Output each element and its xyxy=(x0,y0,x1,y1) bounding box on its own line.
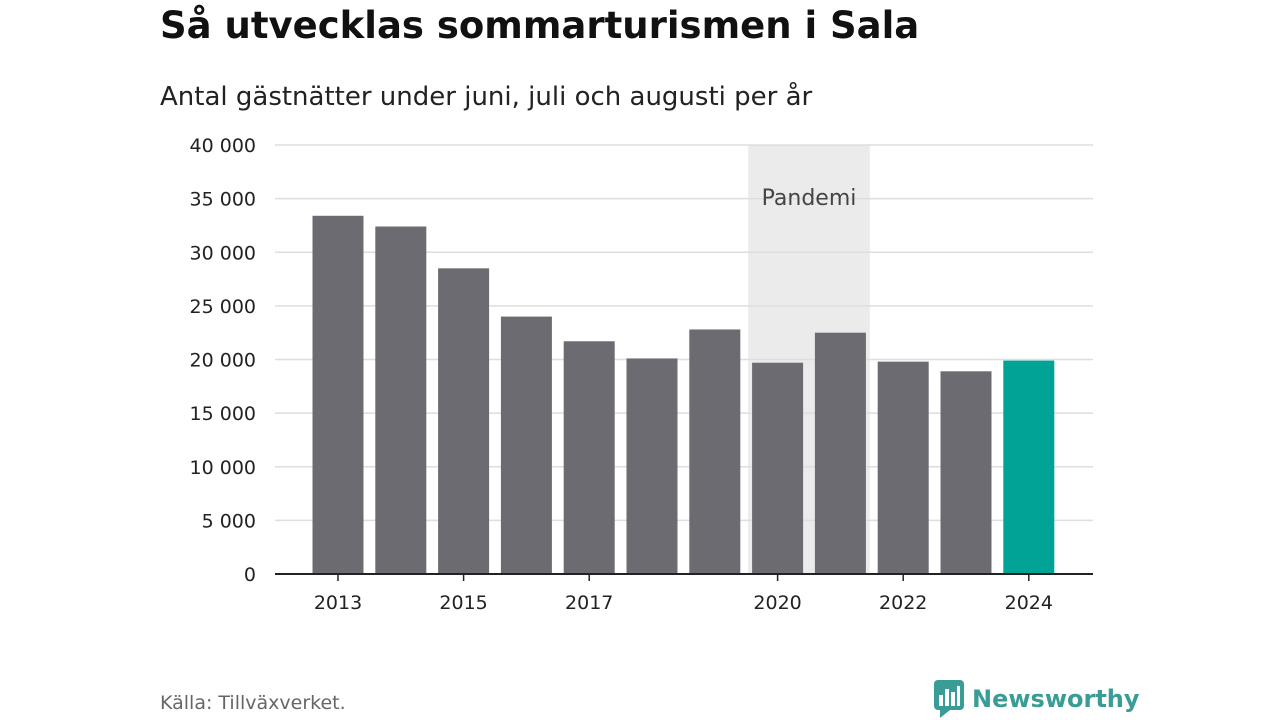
y-tick-label: 5 000 xyxy=(202,510,256,532)
chart-subtitle: Antal gästnätter under juni, juli och au… xyxy=(160,82,813,112)
x-tick-label: 2020 xyxy=(753,592,801,614)
y-tick-label: 15 000 xyxy=(190,403,256,425)
chart-title: Så utvecklas sommarturismen i Sala xyxy=(160,4,920,47)
x-tick-label: 2022 xyxy=(879,592,927,614)
y-tick-label: 10 000 xyxy=(190,457,256,479)
annotation-label: Pandemi xyxy=(762,186,857,211)
newsworthy-logo-icon xyxy=(934,680,964,718)
y-tick-label: 0 xyxy=(244,564,256,586)
y-tick-label: 40 000 xyxy=(190,135,256,157)
y-tick-label: 20 000 xyxy=(190,350,256,372)
bar xyxy=(689,329,741,574)
bar xyxy=(438,268,490,574)
bar xyxy=(500,316,552,574)
bar xyxy=(752,362,804,574)
bar-chart: 0 5 000 10 000 15 000 20 000 25 000 30 000 35 0… xyxy=(190,135,1093,614)
brand-logo: Newsworthy xyxy=(934,680,1140,718)
x-tick-label: 2017 xyxy=(565,592,613,614)
bar xyxy=(626,358,678,574)
brand-name: Newsworthy xyxy=(972,685,1140,713)
bar xyxy=(940,371,992,574)
bar xyxy=(375,226,427,574)
y-tick-label: 25 000 xyxy=(190,296,256,318)
x-tick-label: 2024 xyxy=(1005,592,1053,614)
x-tick-label: 2015 xyxy=(439,592,487,614)
y-tick-label: 35 000 xyxy=(190,189,256,211)
bar xyxy=(814,332,866,574)
x-tick-label: 2013 xyxy=(314,592,362,614)
bar xyxy=(312,215,364,574)
bar xyxy=(877,361,929,574)
source-note: Källa: Tillväxverket. xyxy=(160,692,346,714)
y-tick-label: 30 000 xyxy=(190,242,256,264)
bar xyxy=(1003,360,1055,574)
bar xyxy=(563,341,615,574)
